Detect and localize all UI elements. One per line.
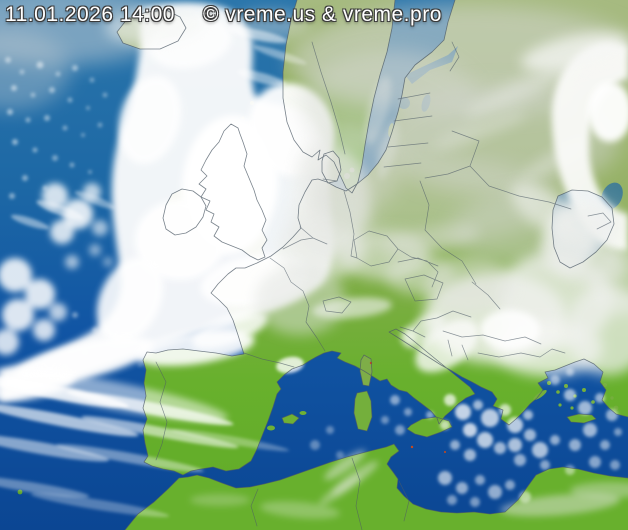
cloud-streaks-north-africa xyxy=(190,449,628,519)
cloud-mass-balkans-aegean xyxy=(401,205,628,376)
coastline-africa xyxy=(124,443,628,530)
timestamp-label: 11.01.2026 14:00 xyxy=(5,3,175,26)
cloud-iceland-east xyxy=(105,6,232,69)
borders-layer xyxy=(116,0,628,530)
country-borders xyxy=(155,41,612,530)
cumulus-field-mediterranean xyxy=(276,356,622,507)
aegean-islands xyxy=(533,381,619,411)
cloud-streaks-southwest xyxy=(0,368,290,518)
coastline-scandinavia xyxy=(282,0,396,194)
copyright-label: © vreme.us & vreme.pro xyxy=(203,3,442,26)
cloud-clumps-mid-atlantic xyxy=(0,183,113,355)
coastline-continent xyxy=(142,0,628,476)
